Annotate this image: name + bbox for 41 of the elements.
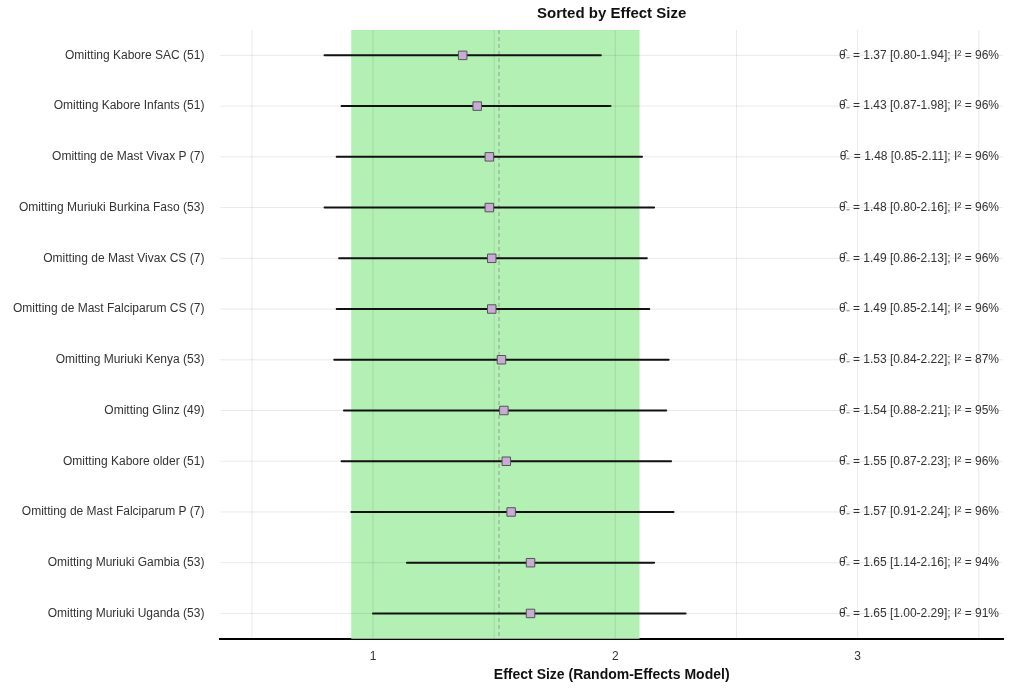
annotation: θ̂₋ = 1.49 [0.85-2.14]; I² = 96% [838, 301, 1000, 316]
point [484, 152, 495, 162]
y-tick-label: Omitting Glinz (49) [104, 402, 205, 417]
point [499, 405, 509, 416]
annotation: θ̂₋ = 1.57 [0.91-2.24]; I² = 96% [838, 504, 1000, 519]
x-tick-label: 1 [369, 649, 377, 664]
annotation: θ̂₋ = 1.37 [0.80-1.94]; I² = 96% [838, 47, 1000, 62]
annotation: θ̂₋ = 1.65 [1.00-2.29]; I² = 91% [838, 605, 1000, 620]
chart-title: Sorted by Effect Size [537, 3, 687, 21]
x-tick-label: 2 [611, 649, 619, 664]
annotation: θ̂₋ = 1.43 [0.87-1.98]; I² = 96% [838, 98, 1000, 113]
point [472, 101, 482, 111]
point [501, 456, 512, 466]
point [484, 202, 495, 213]
annotation: θ̂₋ = 1.65 [1.14-2.16]; I² = 94% [838, 555, 1000, 570]
annotation: θ̂₋ = 1.48 [0.80-2.16]; I² = 96% [838, 199, 1000, 214]
annotation: θ̂₋ = 1.48 [0.85-2.11]; I² = 96% [839, 149, 1000, 164]
y-tick-label: Omitting de Mast Falciparum P (7) [21, 504, 205, 519]
annotation: θ̂₋ = 1.54 [0.88-2.21]; I² = 95% [838, 402, 1000, 417]
point [506, 507, 516, 517]
point [487, 253, 497, 264]
point [487, 304, 497, 314]
y-tick-label: Omitting Muriuki Burkina Faso (53) [18, 199, 205, 214]
x-axis-title: Effect Size (Random-Effects Model) [493, 666, 730, 683]
annotation: θ̂₋ = 1.49 [0.86-2.13]; I² = 96% [838, 250, 1000, 265]
y-tick-label: Omitting Muriuki Uganda (53) [47, 605, 205, 620]
point [525, 557, 536, 568]
annotation: θ̂₋ = 1.53 [0.84-2.22]; I² = 87% [838, 352, 1000, 367]
y-tick-label: Omitting Kabore older (51) [62, 453, 205, 468]
y-tick-label: Omitting de Mast Vivax CS (7) [43, 250, 205, 265]
annotation: θ̂₋ = 1.55 [0.87-2.23]; I² = 96% [838, 453, 1000, 468]
y-tick-label: Omitting Muriuki Kenya (53) [55, 352, 205, 367]
point [496, 355, 507, 365]
y-tick-label: Omitting Kabore Infants (51) [53, 98, 205, 113]
point [525, 608, 536, 619]
y-tick-label: Omitting Kabore SAC (51) [64, 47, 205, 62]
y-tick-label: Omitting de Mast Vivax P (7) [52, 149, 205, 164]
point [457, 50, 468, 61]
y-tick-label: Omitting de Mast Falciparum CS (7) [12, 301, 205, 316]
x-tick-label: 3 [854, 649, 862, 664]
y-tick-label: Omitting Muriuki Gambia (53) [47, 555, 205, 570]
